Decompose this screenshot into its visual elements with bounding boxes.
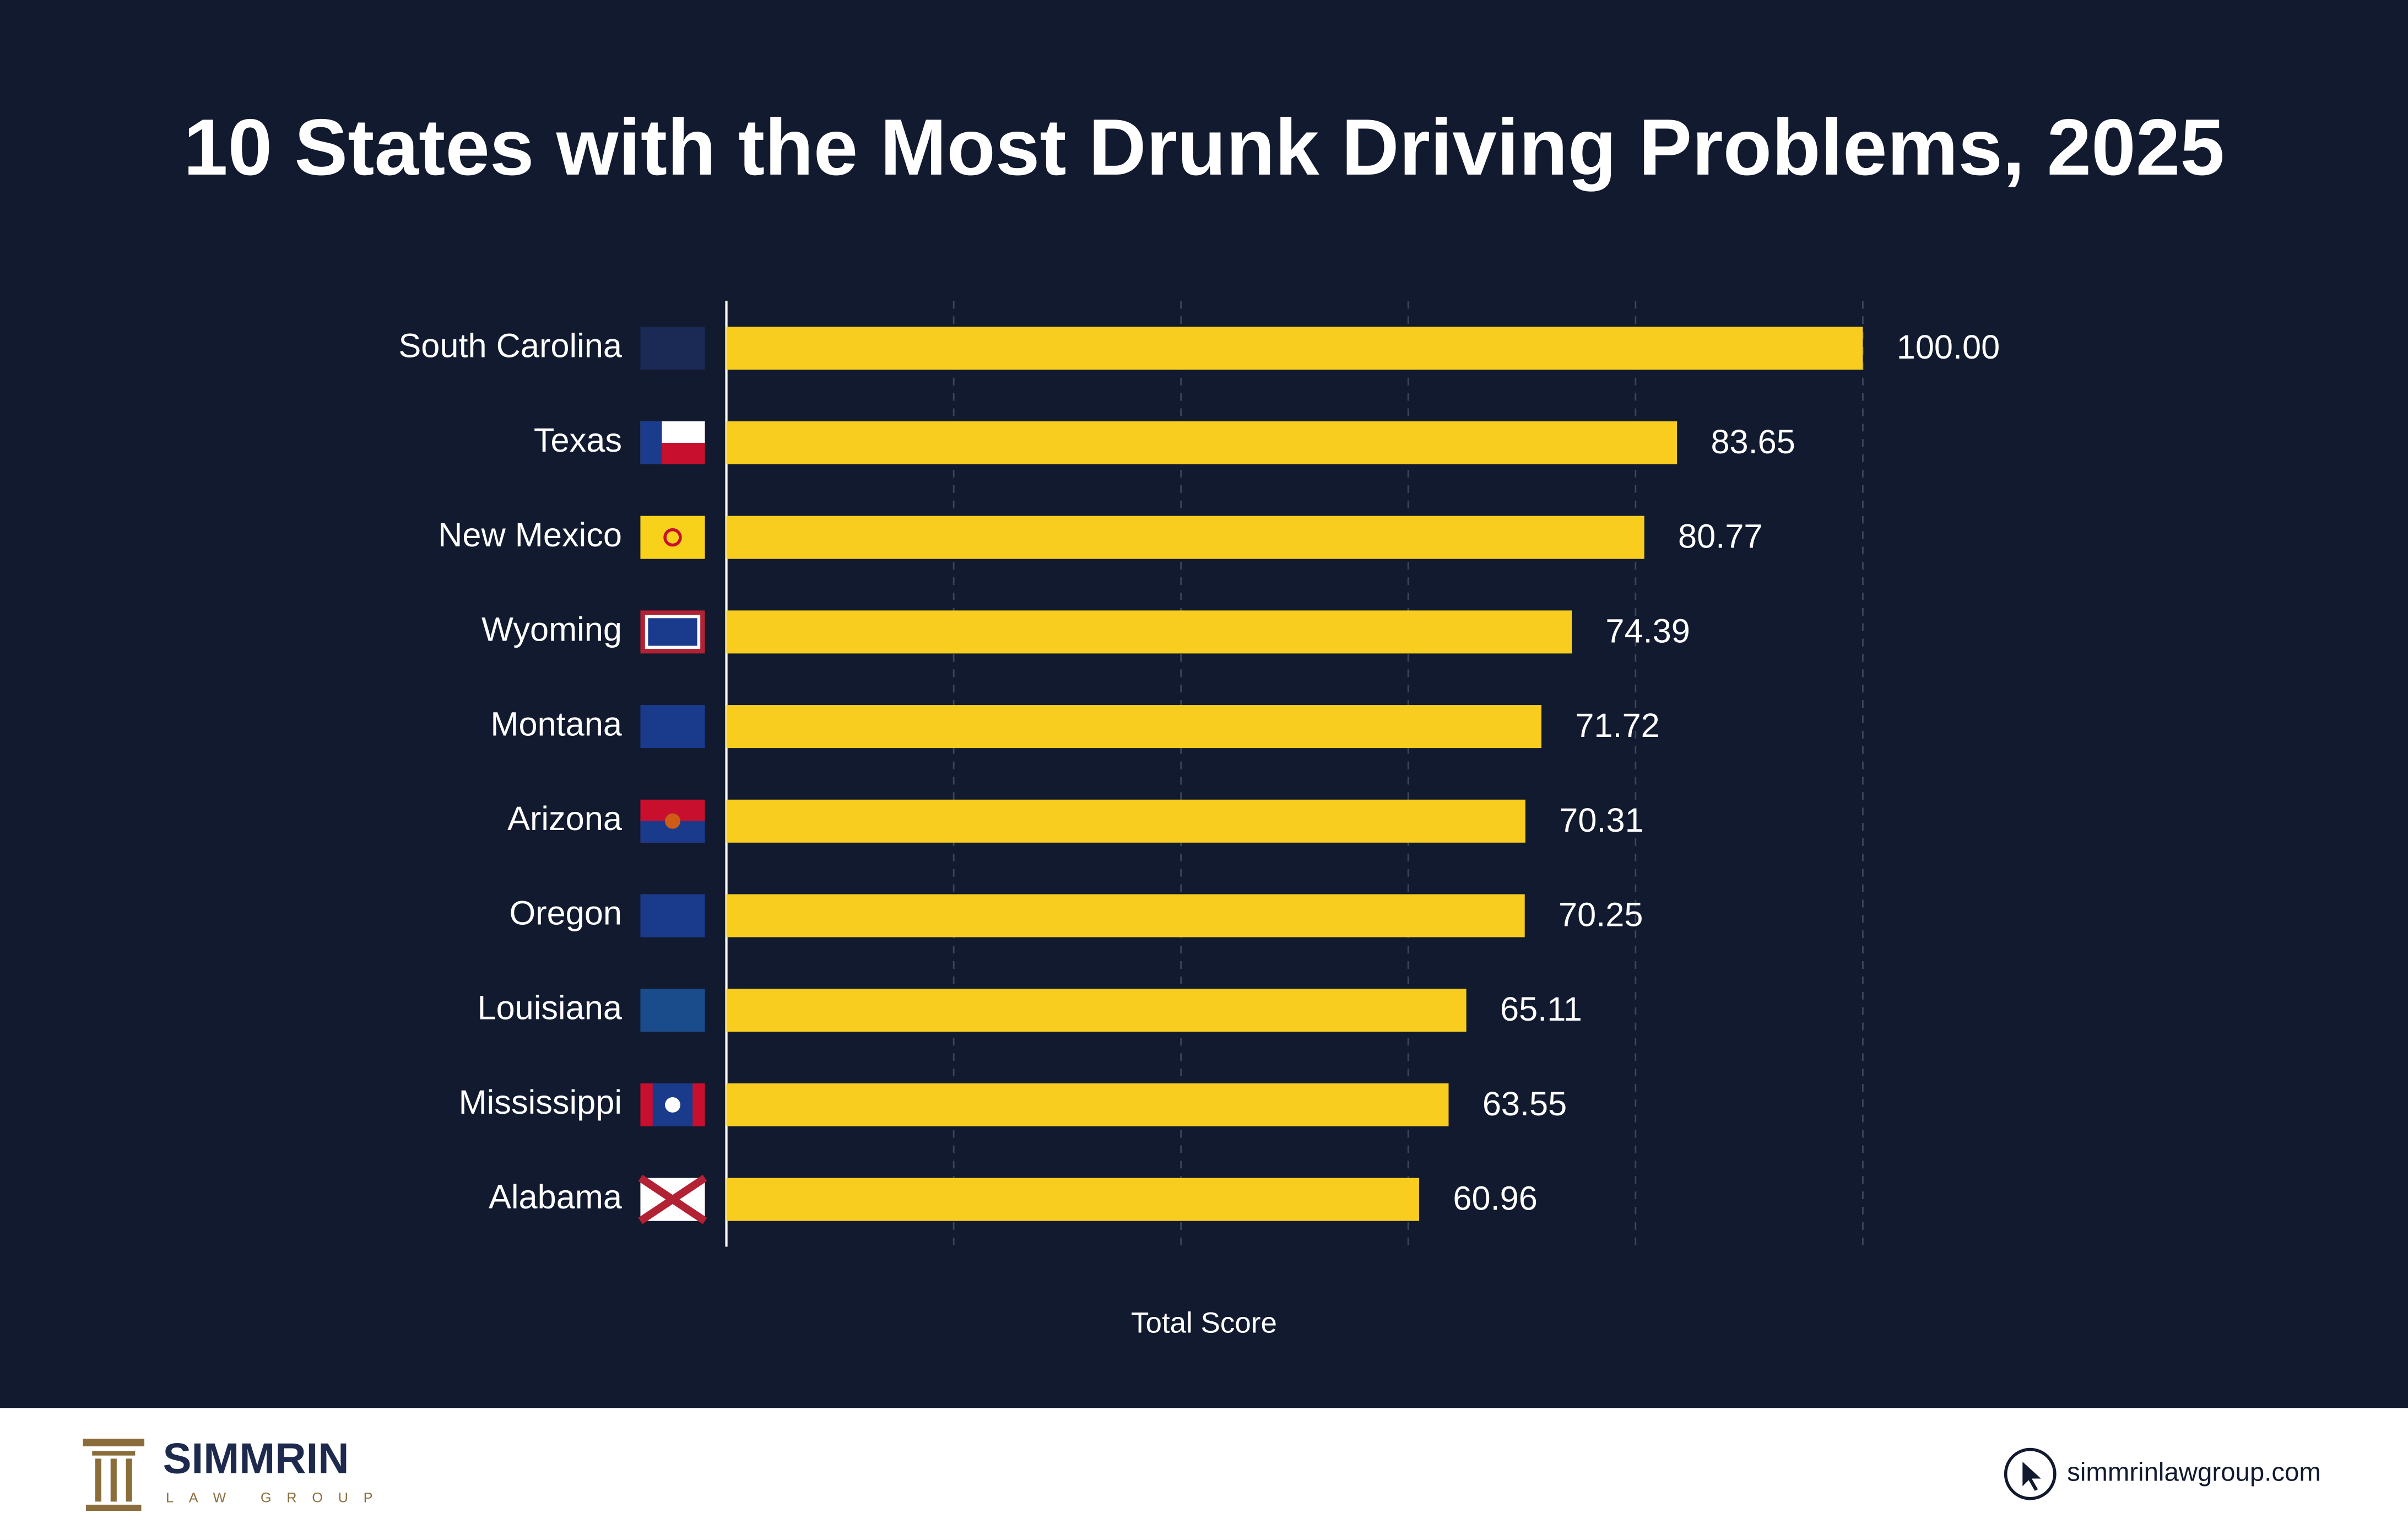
bar xyxy=(726,327,1863,370)
value-label: 71.72 xyxy=(1575,706,1659,744)
flag xyxy=(662,442,705,464)
flag xyxy=(640,894,705,937)
y-tick-label: Louisiana xyxy=(477,988,622,1026)
flag xyxy=(640,705,705,749)
bar xyxy=(726,705,1542,749)
value-label: 63.55 xyxy=(1482,1084,1567,1123)
logo-icon xyxy=(126,1458,132,1502)
flag xyxy=(665,813,680,829)
value-label: 70.31 xyxy=(1559,801,1643,839)
bar xyxy=(726,894,1525,937)
y-tick-label: Montana xyxy=(490,704,623,742)
bar xyxy=(726,989,1467,1032)
logo-icon xyxy=(95,1458,101,1502)
bar xyxy=(726,1083,1449,1127)
website[interactable]: simmrinlawgroup.com xyxy=(2067,1458,2321,1487)
brand-sub: LAW GROUP xyxy=(166,1490,388,1505)
bar xyxy=(726,421,1678,464)
y-tick-label: New Mexico xyxy=(438,516,622,554)
flag xyxy=(665,1097,680,1113)
value-label: 74.39 xyxy=(1605,611,1690,649)
value-label: 65.11 xyxy=(1500,990,1582,1028)
flag xyxy=(638,1174,707,1224)
flag xyxy=(640,327,705,370)
value-label: 83.65 xyxy=(1711,422,1795,460)
bar xyxy=(726,610,1572,654)
y-tick-label: Wyoming xyxy=(481,610,622,648)
logo-icon xyxy=(110,1458,117,1502)
logo-icon xyxy=(92,1451,136,1456)
value-label: 100.00 xyxy=(1897,328,2000,366)
flag xyxy=(663,528,682,547)
y-tick-label: Alabama xyxy=(489,1178,623,1216)
bar xyxy=(726,1178,1420,1221)
brand: SIMMRIN xyxy=(163,1434,349,1482)
chart-title: 10 States with the Most Drunk Driving Pr… xyxy=(183,102,2225,192)
flag xyxy=(640,989,705,1032)
value-label: 70.25 xyxy=(1559,896,1643,934)
y-tick-label: Arizona xyxy=(507,799,623,837)
flag xyxy=(640,421,662,464)
y-tick-label: Mississippi xyxy=(459,1083,622,1121)
footer xyxy=(0,1408,2408,1540)
background xyxy=(0,0,2408,1408)
cursor-icon xyxy=(2022,1461,2041,1491)
y-tick-label: Texas xyxy=(534,421,622,459)
cursor-icon xyxy=(2004,1447,2057,1500)
y-tick-label: Oregon xyxy=(509,894,622,932)
logo-icon xyxy=(83,1439,145,1446)
bar xyxy=(726,799,1525,843)
logo-icon xyxy=(86,1504,142,1511)
y-tick-label: South Carolina xyxy=(398,326,622,364)
flag xyxy=(640,516,705,559)
value-label: 60.96 xyxy=(1453,1179,1537,1217)
x-axis-label: Total Score xyxy=(1131,1307,1277,1340)
logo xyxy=(83,1439,145,1511)
bar xyxy=(726,516,1644,559)
flag xyxy=(648,618,697,646)
value-label: 80.77 xyxy=(1678,517,1762,555)
